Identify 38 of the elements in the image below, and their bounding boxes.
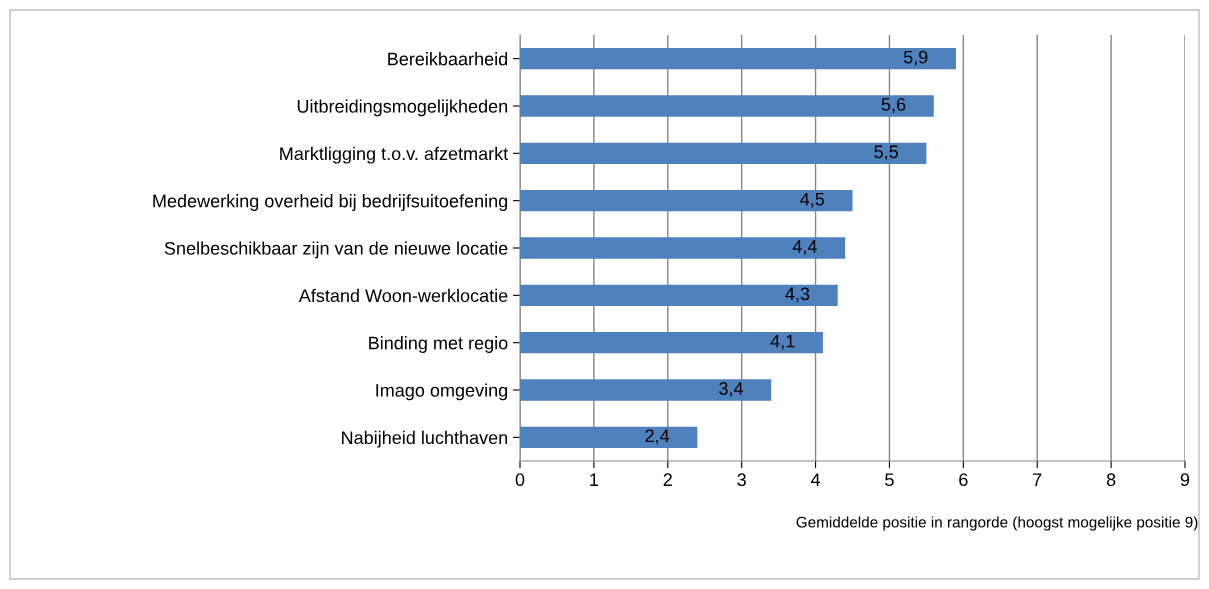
bar — [520, 426, 698, 448]
bar — [520, 237, 846, 259]
y-tick-label: Afstand Woon-werklocatie — [298, 288, 508, 303]
x-tick-label: 9 — [1180, 473, 1190, 487]
data-label: 4,3 — [785, 287, 810, 303]
bar — [520, 379, 772, 401]
data-label: 5,9 — [903, 50, 928, 66]
x-tick-label: 1 — [590, 473, 599, 486]
bar — [520, 332, 823, 354]
y-tick-label: Nabijheid luchthaven — [342, 430, 508, 448]
x-tick-label: 3 — [737, 473, 746, 487]
y-tick-label: Uitbreidingsmogelijkheden — [297, 99, 508, 117]
y-tick-label: Medewerking overheid bij bedrijfsuitoefening — [153, 194, 508, 211]
y-tick-label: Bereikbaarheid — [388, 52, 508, 66]
data-label: 5,6 — [881, 98, 906, 113]
data-label: 5,5 — [874, 145, 898, 161]
bar — [520, 48, 956, 70]
x-tick-label: 5 — [885, 473, 894, 487]
data-label: 4,4 — [792, 240, 817, 255]
x-tick-label: 7 — [1033, 473, 1042, 486]
bar — [520, 284, 838, 306]
x-tick-label: 0 — [515, 473, 525, 487]
bar — [520, 142, 927, 164]
x-tick-label: 8 — [1106, 473, 1116, 487]
data-label: 4,5 — [800, 192, 825, 208]
data-label: 4,1 — [770, 334, 795, 350]
y-tick-label: Marktligging t.o.v. afzetmarkt — [280, 146, 509, 164]
bar — [520, 190, 853, 212]
x-tick-label: 6 — [959, 473, 968, 487]
data-label: 3,4 — [719, 382, 744, 397]
y-tick-label: Snelbeschikbaar zijn van de nieuwe locatie — [164, 241, 508, 259]
x-axis-title: Gemiddelde positie in rangorde (hoogst mogelijke positie 9) — [796, 516, 1198, 531]
x-tick-label: 4 — [810, 473, 821, 486]
y-tick-label: Binding met regio — [369, 336, 508, 353]
x-tick-label: 2 — [663, 473, 672, 486]
y-tick-label: Imago omgeving — [376, 383, 508, 401]
bar — [520, 95, 934, 117]
data-label: 2,4 — [645, 429, 670, 445]
